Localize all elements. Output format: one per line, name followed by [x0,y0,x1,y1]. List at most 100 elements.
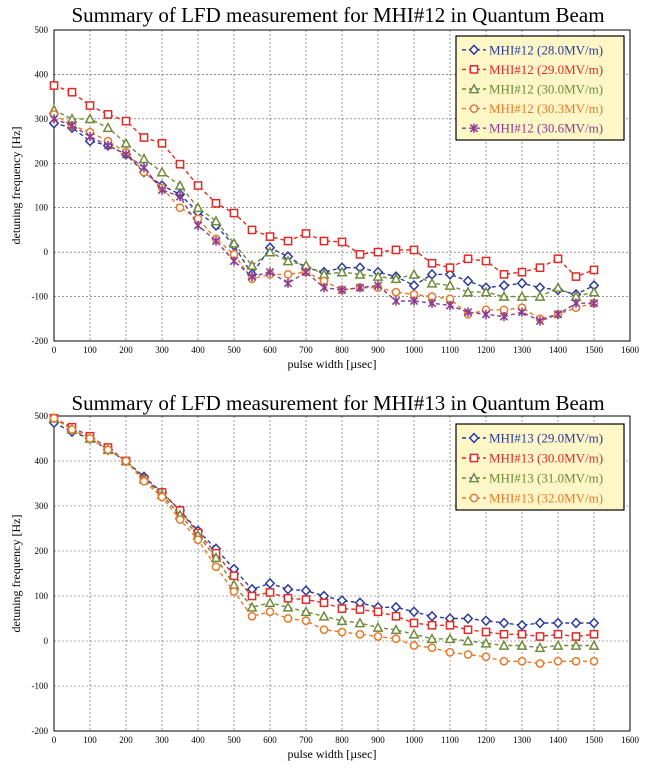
data-point [463,254,473,264]
data-point [391,287,401,297]
x-tick-label: 1600 [621,735,640,745]
data-point [499,270,509,279]
y-tick-label: 0 [44,636,49,646]
data-point [516,619,528,631]
data-point [354,617,366,628]
data-point [391,634,401,644]
chart-2: Summary of LFD measurement for MHI#13 in… [9,391,640,761]
x-tick-label: 600 [263,345,277,355]
x-tick-label: 500 [227,735,241,745]
data-point [121,456,131,466]
data-point [445,620,455,630]
data-point [480,637,492,648]
data-point [463,625,473,635]
data-point [390,273,402,284]
data-point [517,267,527,277]
data-point [337,627,347,637]
data-point [139,163,149,173]
data-point [517,307,527,317]
data-point [535,263,545,273]
data-point [283,278,293,288]
plot-frame [53,415,631,732]
data-point [480,286,492,297]
data-point [498,279,510,291]
data-point [282,583,294,595]
data-point [247,611,257,621]
chart-1: Summary of LFD measurement for MHI#12 in… [9,3,640,371]
data-point [444,268,456,280]
data-point [265,588,275,597]
data-point [499,629,509,639]
data-point [373,247,383,257]
data-point [427,620,437,630]
data-point [463,307,473,317]
y-tick-labels: -200 -100 0 100 200 300 400 500 [32,411,49,736]
data-point [175,192,185,202]
data-point [426,632,438,644]
data-point [156,166,168,177]
data-point [67,87,77,97]
y-tick-label: 100 [35,591,49,601]
data-point [462,286,474,297]
data-point [49,413,59,423]
data-point [211,562,221,572]
data-point [49,81,59,90]
data-point [301,229,311,238]
x-tick-label: 1600 [621,345,640,355]
data-point [301,595,311,604]
x-tick-label: 1500 [585,735,604,745]
data-point [373,632,383,641]
data-point [192,201,204,213]
legend-label: MHI#13 (31.0MV/m) [489,471,603,486]
data-point [67,425,77,434]
chart-title: Summary of LFD measurement for MHI#13 in… [71,391,604,415]
y-tick-label: 500 [35,25,49,35]
data-point [553,254,563,264]
data-point [120,137,132,148]
data-point [390,623,402,635]
data-point [301,616,311,626]
data-point [229,587,239,596]
legend: MHI#13 (29.0MV/m) MHI#13 (30.0MV/m) MHI#13… [455,423,625,511]
data-point [373,280,383,291]
data-point [300,605,312,617]
x-tick-labels: 0 100 200 300 400 500 600 700 800 900 1000 1100 1200… [52,345,640,355]
legend-label: MHI#13 (29.0MV/m) [489,431,603,446]
data-point [408,279,420,291]
data-point [193,535,203,545]
data-point [157,185,167,195]
data-point [264,596,276,608]
data-point [589,298,599,308]
data-point [246,601,258,612]
data-point [516,277,528,289]
data-point [517,629,527,639]
x-tick-label: 100 [83,345,97,355]
data-point [265,232,275,241]
x-tick-label: 400 [191,735,205,745]
data-point [175,515,185,524]
x-tick-label: 500 [227,345,241,355]
y-tick-label: 200 [35,546,49,556]
legend-label: MHI#12 (30.3MV/m) [489,101,603,116]
data-point [85,434,95,443]
y-tick-label: 100 [35,203,49,213]
data-point [589,265,599,275]
y-tick-label: 500 [35,411,49,421]
data-point [193,181,203,190]
plot-frame [53,29,631,342]
series-5 [49,114,599,326]
x-tick-label: 1000 [405,735,424,745]
x-tick-label: 400 [191,345,205,355]
data-point [480,615,492,627]
data-point [247,271,257,282]
data-point [408,628,420,639]
data-point [408,268,420,279]
legend-marker [468,83,480,94]
x-tick-label: 800 [335,735,349,745]
series-4 [49,413,599,668]
data-point [553,629,563,639]
y-tick-label: 300 [35,501,49,511]
x-tick-label: 1300 [513,345,532,355]
legend: MHI#12 (28.0MV/m) MHI#12 (29.0MV/m) MHI#12… [455,35,625,141]
